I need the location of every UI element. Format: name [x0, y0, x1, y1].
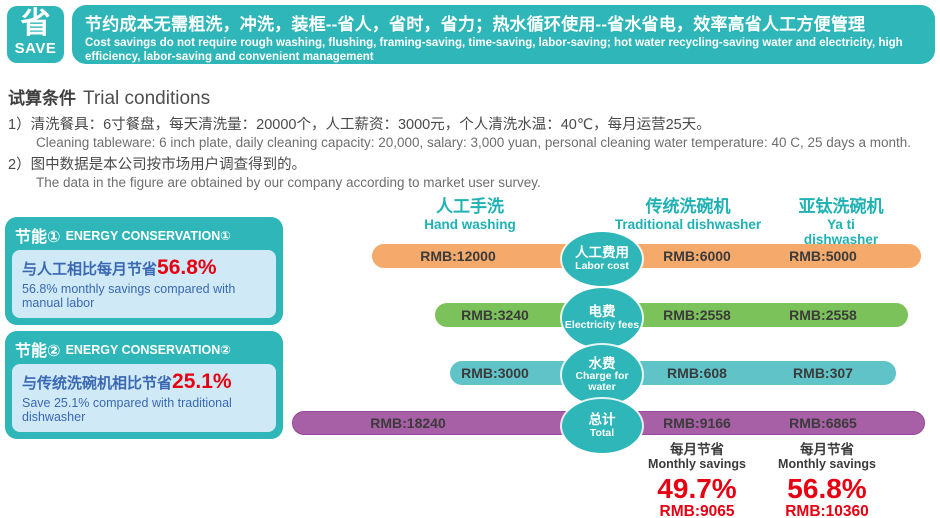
total-hand-washing-value: RMB:18240 [370, 415, 446, 431]
energy-box-1-line-cn: 与人工相比每月节省 [22, 261, 158, 278]
electricity-label-en: Electricity fees [564, 318, 640, 331]
energy-box-2-title-cn: 节能② [15, 343, 61, 360]
save-badge: 省 SAVE [7, 6, 64, 63]
monthly-savings-traditional-amount: RMB:9065 [659, 503, 735, 518]
water-yati-value: RMB:307 [793, 365, 853, 381]
water-charge-bar [450, 361, 896, 385]
water-label-circle: 水费 Charge for water [562, 345, 642, 405]
labor-cost-traditional-value: RMB:6000 [663, 248, 731, 264]
total-label-circle: 总计 Total [562, 399, 642, 453]
column-header-yati-dishwasher: 亚钛洗碗机 Ya ti dishwasher [792, 192, 891, 247]
energy-box-1-title-en: ENERGY CONSERVATION① [65, 228, 231, 243]
monthly-savings-traditional-en: Monthly savings [648, 457, 746, 471]
energy-box-2-title-en: ENERGY CONSERVATION② [65, 342, 231, 357]
column-header-traditional-dishwasher-en: Traditional dishwasher [614, 217, 762, 232]
energy-box-2-percent: 25.1% [172, 370, 232, 393]
energy-box-1-line-en: 56.8% monthly savings compared with manu… [22, 282, 236, 311]
column-header-yati-dishwasher-cn: 亚钛洗碗机 [798, 197, 884, 216]
energy-box-1-title-cn: 节能① [15, 229, 61, 246]
energy-box-2-line-cn: 与传统洗碗机相比节省 [22, 375, 173, 392]
column-header-hand-washing-en: Hand washing [424, 217, 516, 232]
trial-title-en: Trial conditions [83, 88, 211, 109]
column-header-traditional-dishwasher: 传统洗碗机 Traditional dishwasher [615, 192, 761, 232]
monthly-savings-traditional-cn: 每月节省 [670, 442, 724, 457]
monthly-savings-traditional-percent: 49.7% [657, 473, 737, 504]
column-header-yati-dishwasher-en: Ya ti dishwasher [803, 217, 879, 247]
banner-title-en: Cost savings do not require rough washin… [85, 37, 903, 63]
save-badge-cn: 省 [20, 7, 51, 40]
water-label-cn: 水费 [588, 355, 616, 371]
total-label-en: Total [589, 426, 615, 439]
energy-box-2: 节能② ENERGY CONSERVATION② 与传统洗碗机相比节省25.1%… [5, 331, 283, 439]
total-yati-value: RMB:6865 [789, 415, 857, 431]
column-header-traditional-dishwasher-cn: 传统洗碗机 [645, 197, 731, 216]
save-badge-en: SAVE [14, 40, 57, 57]
labor-cost-bar [372, 244, 921, 268]
energy-box-1-panel: 与人工相比每月节省56.8% 56.8% monthly savings com… [12, 250, 276, 318]
energy-box-2-line-en: Save 25.1% compared with traditional dis… [22, 396, 232, 425]
energy-box-1-header: 节能① ENERGY CONSERVATION① [12, 221, 276, 250]
trial-title: 试算条件 Trial conditions [8, 84, 932, 110]
electricity-label-cn: 电费 [588, 304, 616, 320]
total-label-cn: 总计 [588, 412, 616, 428]
trial-item-2-cn: 2）图中数据是本公司按市场用户调查得到的。 [8, 157, 307, 173]
water-label-en: Charge for water [575, 370, 629, 394]
trial-title-cn: 试算条件 [8, 89, 76, 108]
monthly-savings-yati: 每月节省 Monthly savings 56.8% RMB:10360 [778, 443, 876, 518]
electricity-fees-bar [435, 303, 908, 327]
energy-box-2-line: 与传统洗碗机相比节省25.1% [22, 370, 266, 394]
water-hand-washing-value: RMB:3000 [461, 365, 529, 381]
electricity-hand-washing-value: RMB:3240 [461, 307, 529, 323]
electricity-label-circle: 电费 Electricity fees [562, 288, 642, 348]
energy-box-1-line: 与人工相比每月节省56.8% [22, 256, 266, 280]
energy-box-1: 节能① ENERGY CONSERVATION① 与人工相比每月节省56.8% … [5, 217, 283, 325]
top-banner: 节约成本无需粗洗，冲洗，装框--省人，省时，省力；热水循环使用--省水省电，效率… [72, 5, 935, 64]
water-traditional-value: RMB:608 [667, 365, 727, 381]
monthly-savings-yati-cn: 每月节省 [800, 442, 854, 457]
labor-cost-label-en: Labor cost [575, 259, 629, 272]
energy-box-2-panel: 与传统洗碗机相比节省25.1% Save 25.1% compared with… [12, 364, 276, 432]
energy-box-1-percent: 56.8% [157, 256, 217, 279]
monthly-savings-traditional: 每月节省 Monthly savings 49.7% RMB:9065 [648, 443, 746, 518]
labor-cost-yati-value: RMB:5000 [789, 248, 857, 264]
electricity-yati-value: RMB:2558 [789, 307, 857, 323]
monthly-savings-yati-amount: RMB:10360 [785, 503, 869, 518]
labor-cost-label-cn: 人工费用 [575, 245, 629, 261]
total-traditional-value: RMB:9166 [663, 415, 731, 431]
column-header-hand-washing: 人工手洗 Hand washing [424, 192, 516, 232]
labor-cost-label-circle: 人工费用 Labor cost [562, 232, 642, 286]
energy-box-2-header: 节能② ENERGY CONSERVATION② [12, 335, 276, 364]
banner-title-cn: 节约成本无需粗洗，冲洗，装框--省人，省时，省力；热水循环使用--省水省电，效率… [85, 15, 866, 34]
electricity-traditional-value: RMB:2558 [663, 307, 731, 323]
trial-conditions-section: 试算条件 Trial conditions 1）清洗餐具：6寸餐盘，每天清洗量：… [8, 84, 932, 190]
column-header-hand-washing-cn: 人工手洗 [435, 197, 504, 216]
trial-item-1-cn: 1）清洗餐具：6寸餐盘，每天清洗量：20000个，人工薪资：3000元，个人清洗… [8, 117, 711, 133]
monthly-savings-yati-en: Monthly savings [778, 457, 876, 471]
trial-item-2-en: The data in the figure are obtained by o… [36, 175, 541, 190]
monthly-savings-yati-percent: 56.8% [787, 473, 867, 504]
labor-cost-hand-washing-value: RMB:12000 [420, 248, 496, 264]
trial-item-1-en: Cleaning tableware: 6 inch plate, daily … [36, 135, 912, 150]
